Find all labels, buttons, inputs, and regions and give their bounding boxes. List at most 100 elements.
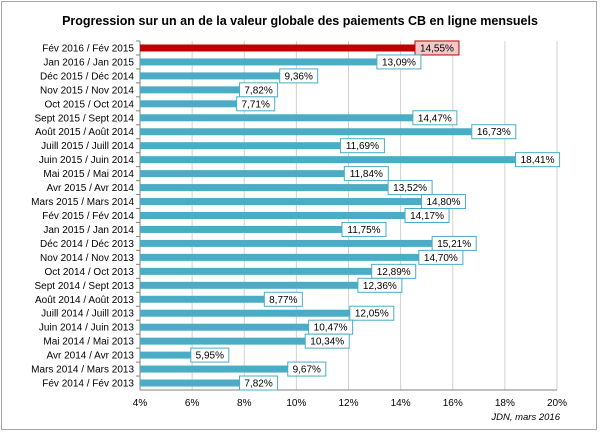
data-label-box [287, 361, 327, 377]
bar [140, 86, 240, 94]
category-label: Mai 2015 / Mai 2014 [43, 169, 134, 180]
category-label: Sept 2014 / Sept 2013 [34, 281, 134, 292]
data-label: 9,67% [293, 365, 321, 376]
category-label: Fév 2016 / Fév 2015 [42, 43, 134, 54]
bar [140, 128, 472, 136]
category-label: Juill 2015 / Juill 2014 [41, 141, 134, 152]
data-label: 12,05% [355, 309, 389, 320]
data-label-box [357, 277, 403, 293]
category-label: Nov 2014 / Nov 2013 [40, 253, 134, 264]
data-label: 15,21% [437, 239, 471, 250]
data-label-box [515, 152, 561, 168]
category-label: Avr 2014 / Avr 2013 [47, 351, 135, 362]
data-label: 10,47% [314, 323, 348, 334]
bar [140, 142, 341, 150]
bar [140, 100, 237, 108]
bar [140, 309, 350, 317]
category-label: Oct 2014 / Oct 2013 [45, 267, 135, 278]
bar [140, 170, 345, 178]
data-label: 14,17% [410, 211, 444, 222]
x-tick-label: 20% [547, 398, 567, 409]
data-label: 13,52% [393, 183, 427, 194]
category-label: Déc 2015 / Déc 2014 [40, 71, 134, 82]
bar [140, 323, 309, 331]
data-label-box [349, 305, 395, 321]
data-label: 8,77% [269, 295, 297, 306]
category-label: Juill 2014 / Juill 2013 [41, 309, 134, 320]
data-label-box [190, 347, 230, 363]
bar [140, 212, 406, 219]
category-label: Oct 2015 / Oct 2014 [45, 99, 135, 110]
data-label: 12,36% [363, 281, 397, 292]
data-label: 18,41% [521, 155, 555, 166]
data-label-box [376, 54, 422, 70]
data-label-box [239, 375, 279, 391]
chart-source: JDN, mars 2016 [491, 412, 560, 423]
bar [140, 295, 265, 303]
data-label-box [304, 333, 350, 349]
bar [140, 267, 372, 275]
bar [140, 184, 389, 192]
bar [140, 253, 419, 261]
category-label: Août 2014 / Août 2013 [35, 295, 134, 306]
data-label-box [279, 68, 319, 84]
category-label: Déc 2014 / Déc 2013 [40, 239, 134, 250]
category-label: Juin 2015 / Juin 2014 [39, 155, 135, 166]
bar [140, 44, 415, 52]
category-label: Avr 2015 / Avr 2014 [47, 183, 135, 194]
x-tick-label: 4% [133, 398, 148, 409]
data-label: 10,34% [310, 337, 344, 348]
x-tick-label: 14% [391, 398, 411, 409]
category-label: Mars 2014 / Mars 2013 [31, 365, 134, 376]
data-label: 11,84% [350, 169, 383, 180]
bar [140, 114, 413, 122]
bar [140, 225, 342, 233]
x-tick-label: 8% [237, 398, 252, 409]
x-tick-label: 16% [443, 398, 463, 409]
x-tick-label: 10% [286, 398, 306, 409]
category-label: Juin 2014 / Juin 2013 [39, 323, 135, 334]
data-label: 5,95% [196, 351, 224, 362]
data-label-box [341, 221, 387, 237]
bar [140, 58, 377, 66]
data-label: 14,80% [427, 197, 461, 208]
data-label: 14,70% [424, 253, 458, 264]
data-label: 7,82% [244, 379, 272, 390]
data-label-box [339, 138, 385, 154]
category-label: Mai 2014 / Mai 2013 [43, 337, 134, 348]
bar [140, 239, 433, 247]
category-label: Jan 2016 / Jan 2015 [43, 57, 134, 68]
bar [140, 198, 422, 206]
category-label: Nov 2015 / Nov 2014 [40, 85, 134, 96]
x-tick-label: 18% [495, 398, 515, 409]
data-label-box [418, 249, 464, 265]
x-tick-label: 6% [185, 398, 200, 409]
category-label: Mars 2015 / Mars 2014 [31, 197, 134, 208]
bar [140, 351, 191, 359]
data-label: 7,71% [242, 99, 270, 110]
data-label-box [412, 110, 458, 126]
data-label-box [263, 291, 303, 307]
chart-title: Progression sur un an de la valeur globa… [62, 14, 538, 28]
data-label: 11,75% [347, 225, 380, 236]
data-label: 16,73% [477, 127, 511, 138]
data-label-box [404, 208, 450, 223]
bar [140, 156, 516, 164]
x-tick-label: 12% [338, 398, 358, 409]
data-label-box [236, 96, 276, 112]
data-label: 14,55% [420, 43, 454, 54]
bar [140, 379, 240, 387]
category-label: Jan 2015 / Jan 2014 [43, 225, 134, 236]
data-label: 12,89% [377, 267, 411, 278]
category-label: Août 2015 / Août 2014 [35, 127, 134, 138]
category-label: Fév 2015 / Fév 2014 [42, 211, 134, 222]
category-label: Sept 2015 / Sept 2014 [34, 113, 134, 124]
bar [140, 365, 288, 373]
bar [140, 337, 306, 345]
data-label-box [471, 124, 517, 140]
data-label: 13,09% [382, 57, 416, 68]
data-label-box [387, 180, 433, 196]
category-label: Fév 2014 / Fév 2013 [42, 379, 134, 390]
data-label-box [343, 166, 389, 182]
